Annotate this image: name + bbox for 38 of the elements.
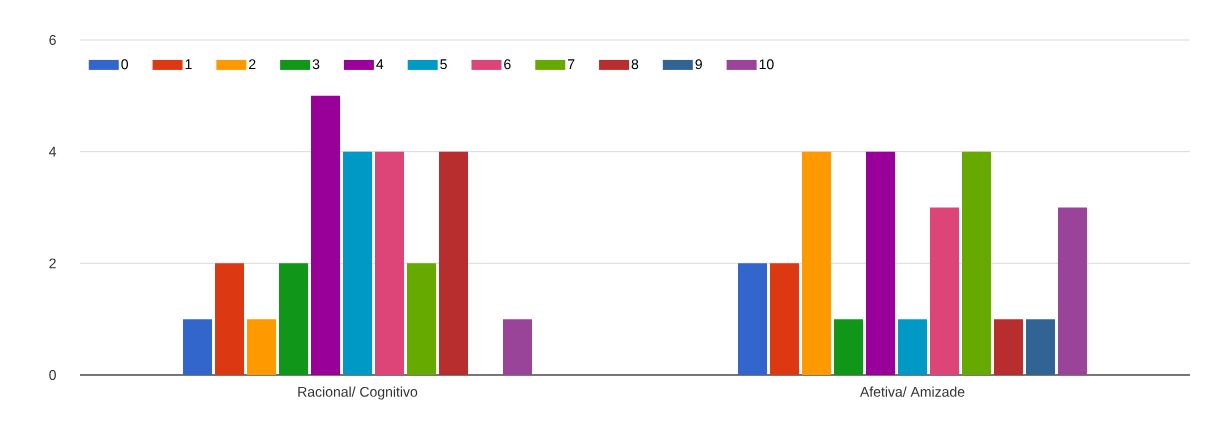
bar: [503, 319, 532, 375]
legend-label: 8: [631, 59, 639, 70]
legend-label: 7: [567, 59, 575, 69]
bar: [1025, 319, 1055, 375]
bar: [279, 263, 309, 375]
x-tick-label: Afetiva/ Amizade: [860, 386, 965, 397]
y-tick-label: 6: [49, 35, 56, 45]
y-tick-label: 0: [49, 370, 56, 380]
legend-label: 9: [695, 59, 702, 70]
bar: [993, 319, 1023, 375]
bar: [929, 207, 959, 375]
bar: [865, 151, 895, 375]
legend-label: 10: [759, 59, 774, 70]
bar: [1057, 207, 1087, 375]
legend-label: 5: [440, 59, 447, 70]
bar: [375, 151, 405, 375]
legend-label: 4: [376, 59, 384, 69]
bar: [961, 151, 991, 375]
x-tick-label: Racional/ Cognitivo: [298, 386, 418, 400]
legend-label: 0: [121, 59, 129, 70]
y-tick-label: 2: [49, 258, 56, 269]
bar: [183, 319, 213, 375]
legend-label: 3: [312, 59, 320, 70]
bar: [769, 263, 799, 375]
bar: [407, 263, 436, 375]
bar: [801, 151, 831, 375]
legend-label: 2: [249, 59, 256, 70]
legend-label: 6: [504, 59, 511, 70]
y-tick-label: 4: [49, 146, 57, 157]
bar: [737, 263, 767, 375]
legend-label: 1: [185, 59, 192, 69]
bar: [247, 319, 277, 375]
bar: [311, 95, 341, 375]
bar: [897, 319, 927, 375]
bar: [215, 263, 245, 375]
bar: [439, 151, 469, 375]
bar: [343, 151, 373, 375]
bar: [833, 319, 863, 375]
